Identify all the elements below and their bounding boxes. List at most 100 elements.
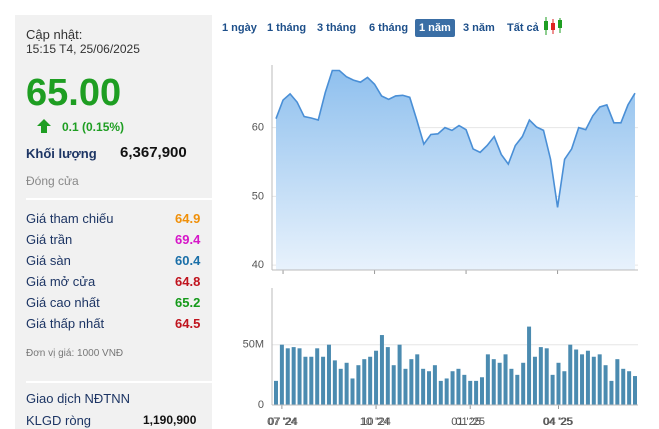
volume-bar (515, 374, 520, 405)
x-tick-label: 04 '25 (543, 416, 573, 428)
up-arrow (37, 119, 51, 133)
volume-bar (350, 378, 355, 405)
stat-label: Giá mở cửa (26, 274, 96, 289)
volume-bar (303, 356, 308, 405)
volume-bar (391, 365, 396, 405)
volume-bar (279, 344, 284, 405)
volume-bar (509, 368, 514, 405)
volume-bar (415, 354, 420, 405)
volume-bar (491, 359, 496, 405)
foreign-title: Giao dịch NĐTNN (26, 391, 131, 406)
unit-note: Đơn vị giá: 1000 VNĐ (26, 348, 124, 359)
volume-bar (285, 348, 290, 405)
volume-bar (562, 371, 567, 405)
y-tick-label: 50M (243, 339, 264, 351)
x-tick-label: 07 '24 (267, 416, 297, 428)
separator (26, 381, 223, 383)
volume-bar (527, 326, 532, 405)
volume-bar (397, 344, 402, 405)
stat-value: 60.4 (175, 253, 201, 268)
x-tick-label: 01 '25 (455, 416, 485, 428)
volume-bar (321, 356, 326, 405)
volume-bar (574, 349, 579, 405)
stat-label: Giá thấp nhất (26, 316, 105, 331)
net-label: KLGD ròng (26, 413, 92, 428)
range-tab[interactable]: 6 tháng (369, 22, 409, 34)
volume-bar (344, 362, 349, 405)
volume-bar (609, 380, 614, 405)
stat-label: Giá sàn (26, 253, 71, 268)
volume-bar (627, 371, 632, 405)
volume-bar (468, 380, 473, 405)
x-tick-label: 07 '24 (268, 416, 298, 428)
volume-bar (356, 365, 361, 405)
candlestick-toggle[interactable] (542, 16, 564, 36)
volume-bar (274, 380, 278, 405)
volume-bar (427, 371, 432, 405)
status: Đóng cửa (26, 174, 79, 188)
volume-bar (450, 371, 455, 405)
volume: 6,367,900 (120, 144, 187, 161)
change: 0.1 (0.15%) (62, 120, 125, 134)
volume-bar (633, 376, 637, 405)
range-tab[interactable]: 1 ngày (222, 22, 257, 34)
volume-bar (385, 347, 390, 405)
volume-bar (374, 350, 379, 405)
volume-bar (326, 344, 331, 405)
price: 65.00 (26, 72, 122, 114)
x-tick-label: 10 '24 (361, 416, 391, 428)
timestamp: 15:15 T4, 25/06/2025 (26, 42, 140, 56)
volume-bar (403, 368, 408, 405)
volume-bar (615, 359, 620, 405)
volume-bar (368, 356, 373, 405)
volume-bar (485, 354, 490, 405)
volume-bar (521, 362, 526, 405)
x-tick-label: 01 '25 (451, 416, 481, 428)
volume-bar (456, 368, 461, 405)
volume-bar (309, 356, 314, 405)
separator (26, 198, 223, 200)
volume-bar (297, 348, 302, 405)
volume-bar (621, 368, 626, 405)
volume-bar (409, 359, 414, 405)
y-tick-label: 50 (252, 190, 264, 202)
volume-bar (538, 347, 543, 405)
volume-bar (544, 348, 549, 405)
volume-bar (462, 374, 467, 405)
volume-bar (568, 344, 573, 405)
stat-value: 64.9 (175, 211, 201, 226)
price-line (275, 69, 636, 208)
volume-bar (503, 354, 508, 405)
volume-bar (444, 378, 449, 405)
stat-value: 69.4 (175, 232, 201, 247)
volume-bar (421, 368, 426, 405)
range-tab[interactable]: 3 tháng (317, 22, 357, 34)
x-tick-label: 10 '24 (360, 416, 390, 428)
stat-value: 64.8 (175, 274, 201, 289)
range-tab[interactable]: 1 năm (415, 19, 455, 37)
volume-bar (556, 362, 561, 405)
range-tab[interactable]: Tất cả (507, 22, 539, 34)
volume-bar (550, 374, 555, 405)
stat-label: Giá cao nhất (26, 295, 100, 310)
y-tick-label: 0 (258, 399, 264, 411)
stat-label: Giá trần (26, 232, 73, 247)
stat-value: 65.2 (175, 295, 201, 310)
volume-bar (379, 335, 384, 405)
volume-bar (332, 360, 337, 405)
volume-bar (585, 350, 590, 405)
volume-bar (338, 368, 343, 405)
stat-label: Giá tham chiếu (26, 211, 114, 226)
quote-panel: Cập nhật: 15:15 T4, 25/06/2025 65.00 0.1… (15, 15, 223, 429)
volume-bar (479, 377, 484, 405)
volume-label: Khối lượng (26, 146, 97, 161)
net-value: 1,190,900 (143, 413, 197, 427)
volume-bar (591, 356, 596, 405)
price-area (276, 70, 635, 270)
range-tab[interactable]: 3 năm (463, 22, 495, 34)
range-tab[interactable]: 1 tháng (267, 22, 307, 34)
y-tick-label: 60 (252, 122, 264, 134)
volume-bar (597, 354, 602, 405)
volume-bar (474, 380, 479, 405)
